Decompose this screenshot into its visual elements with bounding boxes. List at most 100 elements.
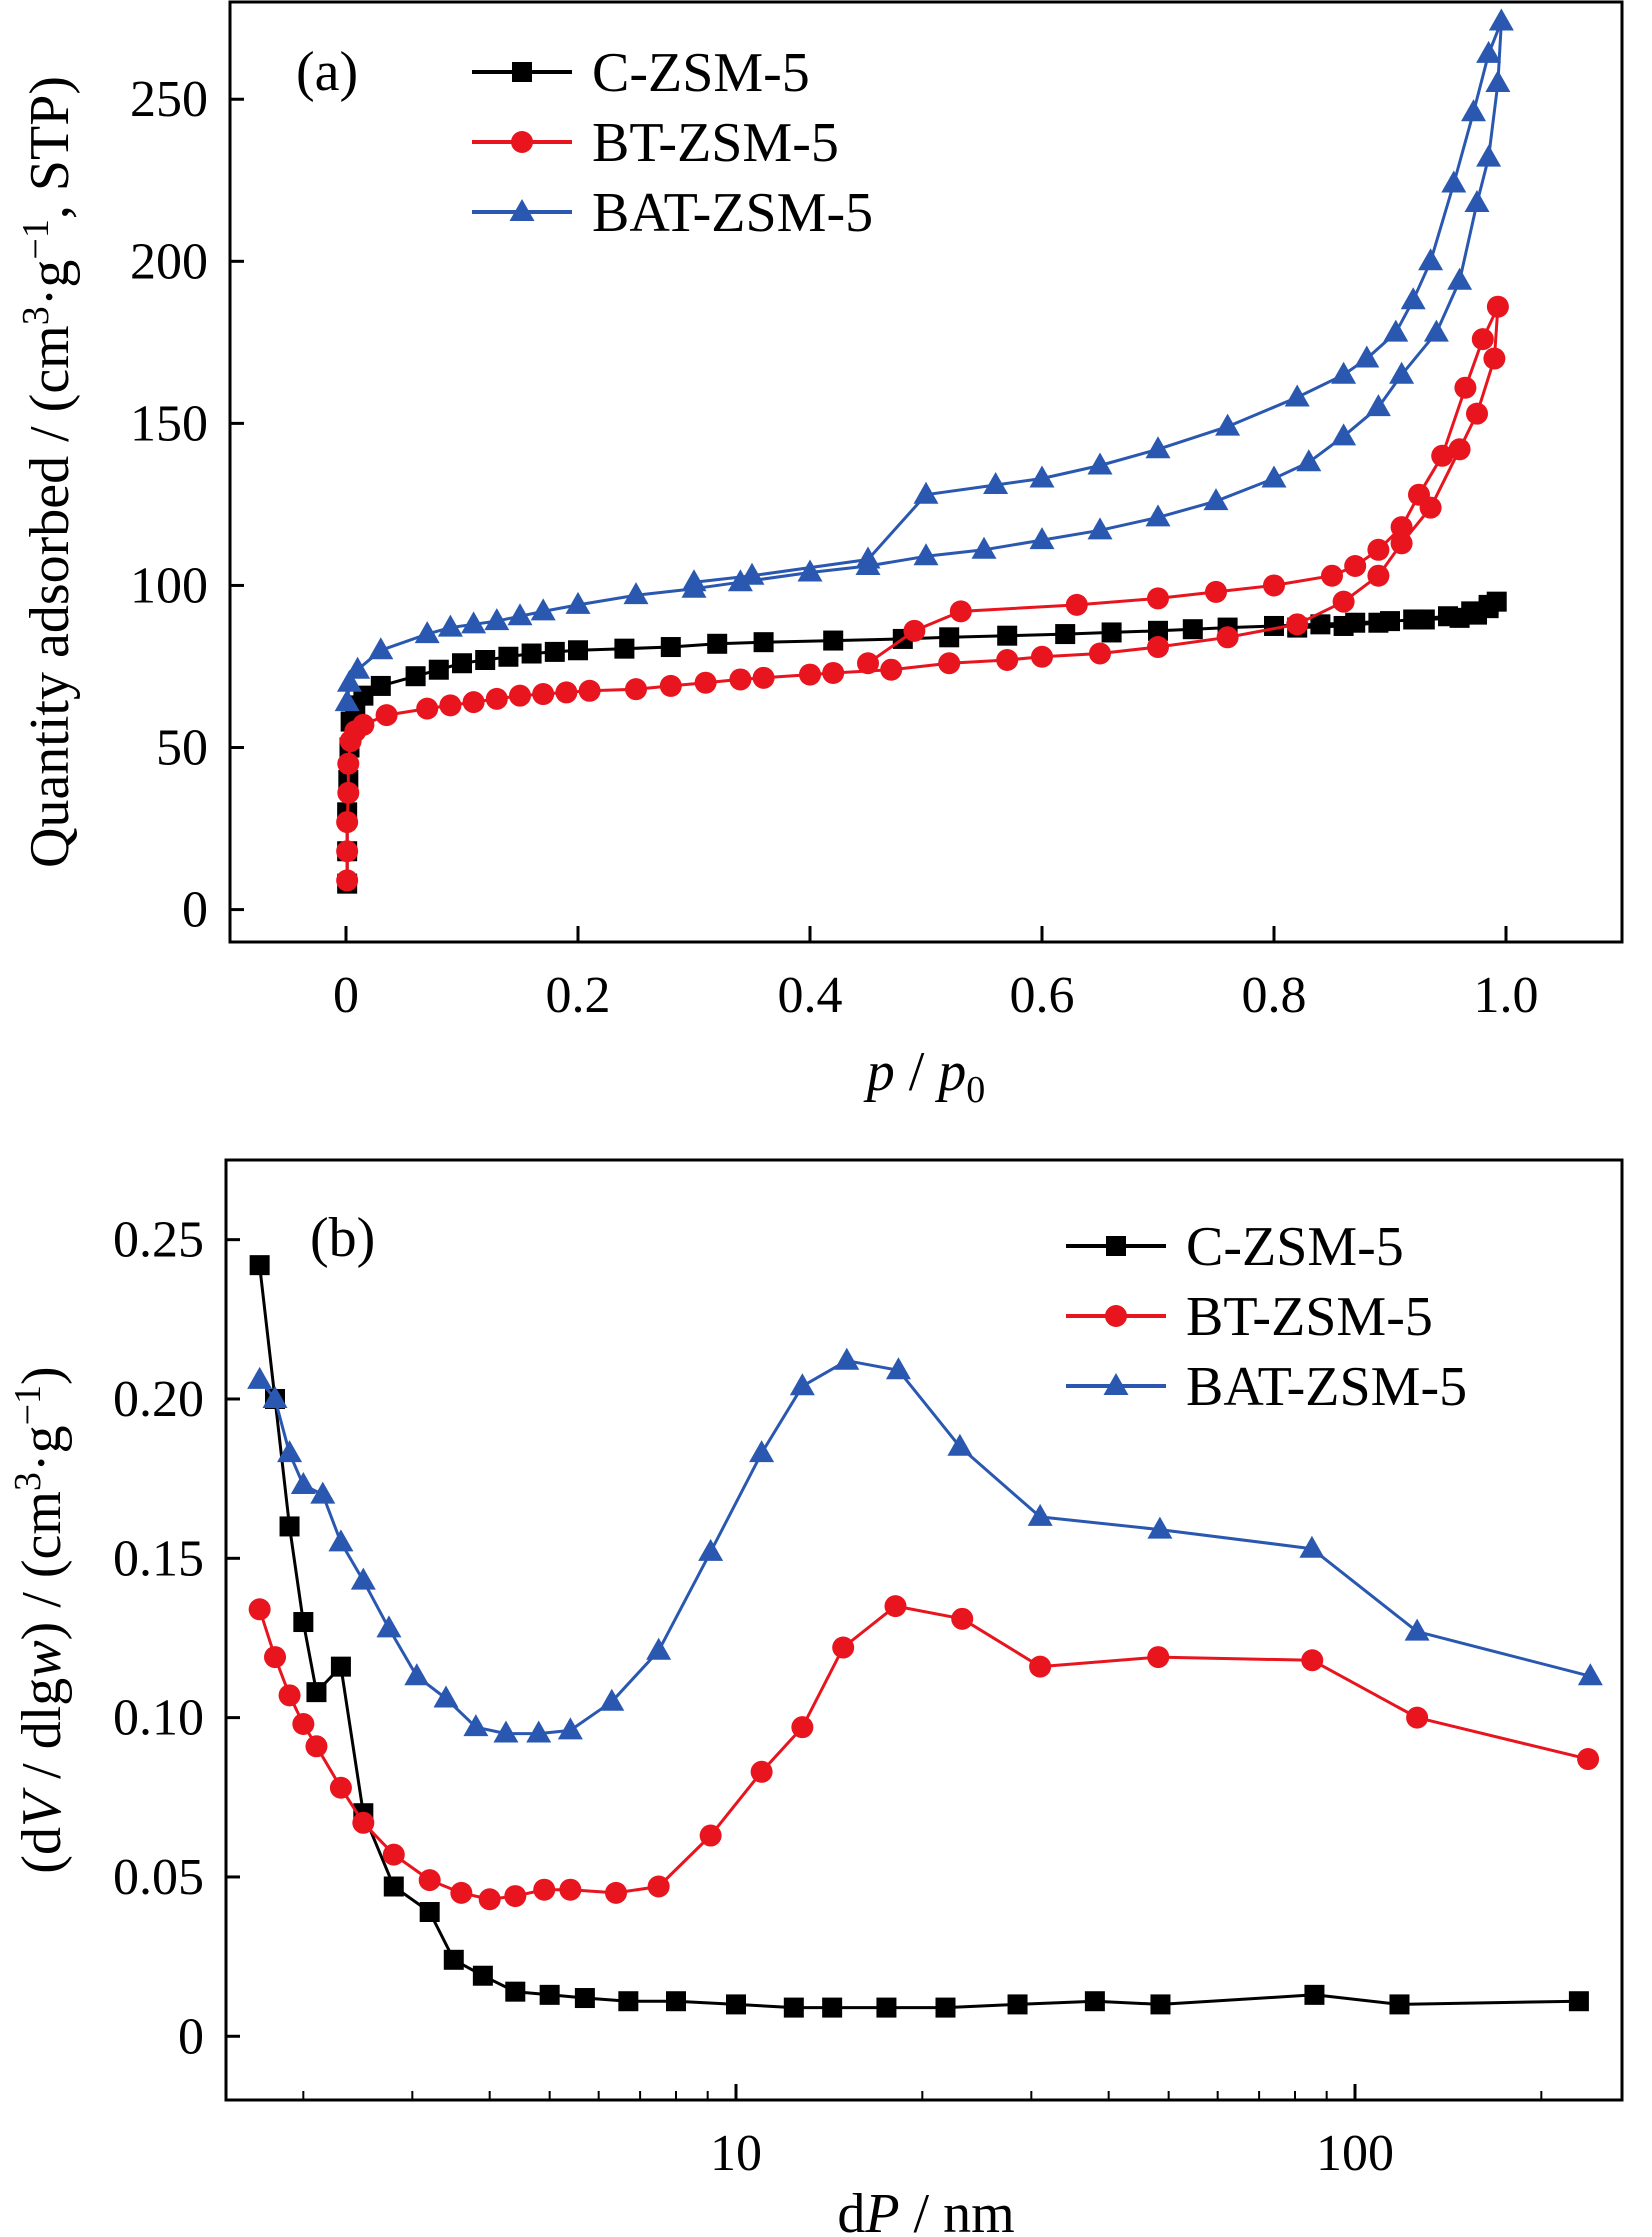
data-point-C-ZSM-5 [443, 1949, 464, 1970]
data-point-C-ZSM-5 [1310, 614, 1331, 635]
data-point-BT-ZSM-5 [382, 1843, 405, 1866]
data-point-C-ZSM-5 [618, 1991, 639, 2012]
series-line-C-ZSM-5 [345, 600, 1499, 884]
y-tick-label: 0.25 [113, 1212, 204, 1269]
series-line-BT-ZSM-5 [345, 305, 1500, 881]
panel-a-plot-frame [228, 0, 1624, 944]
series-line-BT-ZSM-5 [258, 1604, 1589, 1901]
data-point-BAT-ZSM-5 [433, 1685, 459, 1708]
legend-marker-BT-ZSM-5 [1105, 1305, 1127, 1327]
data-point-BT-ZSM-5 [1577, 1748, 1600, 1771]
data-point-BT-ZSM-5 [292, 1713, 315, 1735]
data-point-C-ZSM-5 [1150, 1994, 1171, 2015]
data-point-BT-ZSM-5 [1466, 402, 1488, 425]
data-point-C-ZSM-5 [876, 1997, 897, 2018]
data-point-C-ZSM-5 [498, 646, 519, 667]
data-point-BT-ZSM-5 [1390, 516, 1413, 539]
data-point-C-ZSM-5 [1084, 1991, 1105, 2012]
y-tick-label: 0 [182, 882, 208, 939]
data-point-BT-ZSM-5 [532, 683, 555, 706]
data-point-BT-ZSM-5 [278, 1684, 301, 1707]
data-point-BT-ZSM-5 [951, 1607, 974, 1630]
data-point-BAT-ZSM-5 [623, 582, 649, 605]
data-point-C-ZSM-5 [1403, 609, 1424, 630]
data-point-BT-ZSM-5 [1321, 564, 1343, 587]
data-point-BAT-ZSM-5 [507, 603, 533, 626]
data-point-BT-ZSM-5 [305, 1735, 328, 1758]
data-point-BT-ZSM-5 [750, 1760, 773, 1783]
data-point-BT-ZSM-5 [418, 1869, 441, 1892]
data-point-C-ZSM-5 [1101, 622, 1122, 643]
data-point-BAT-ZSM-5 [1404, 1618, 1430, 1641]
y-tick-label: 0.15 [113, 1530, 204, 1587]
legend-label: BAT-ZSM-5 [1186, 1356, 1467, 1418]
data-point-C-ZSM-5 [505, 1981, 526, 2002]
data-point-BAT-ZSM-5 [1145, 436, 1171, 459]
data-point-BT-ZSM-5 [1408, 483, 1430, 506]
data-point-BT-ZSM-5 [264, 1646, 287, 1669]
data-point-BAT-ZSM-5 [404, 1663, 430, 1686]
data-point-BT-ZSM-5 [1216, 626, 1239, 649]
data-point-BT-ZSM-5 [555, 681, 578, 704]
data-point-BAT-ZSM-5 [1029, 527, 1055, 550]
data-point-BT-ZSM-5 [880, 658, 903, 681]
data-point-BAT-ZSM-5 [530, 598, 556, 621]
data-point-BAT-ZSM-5 [983, 471, 1009, 494]
data-point-BAT-ZSM-5 [834, 1347, 860, 1370]
legend-label: BT-ZSM-5 [1186, 1286, 1433, 1348]
data-point-BAT-ZSM-5 [345, 656, 371, 679]
data-point-C-ZSM-5 [725, 1994, 746, 2015]
panel-a-chart: 0 50 100 150 200 250 0 0.2 0.4 0.6 0.8 1.0 (a) C-Z… [15, 0, 1624, 1111]
data-point-BT-ZSM-5 [832, 1636, 855, 1659]
data-point-BT-ZSM-5 [1454, 376, 1477, 399]
data-point-C-ZSM-5 [1333, 615, 1354, 636]
data-point-C-ZSM-5 [472, 1965, 493, 1986]
legend-label: C-ZSM-5 [592, 42, 810, 104]
data-point-C-ZSM-5 [370, 675, 391, 696]
data-point-BT-ZSM-5 [1089, 642, 1111, 665]
data-point-C-ZSM-5 [939, 627, 960, 648]
data-point-BT-ZSM-5 [478, 1888, 501, 1911]
legend-marker-C-ZSM-5 [512, 62, 532, 82]
data-point-C-ZSM-5 [249, 1255, 270, 1276]
data-point-BT-ZSM-5 [1065, 593, 1088, 616]
data-point-BAT-ZSM-5 [1577, 1663, 1603, 1686]
data-point-BAT-ZSM-5 [727, 569, 753, 592]
data-point-BT-ZSM-5 [1431, 444, 1454, 467]
data-point-BT-ZSM-5 [799, 663, 821, 686]
x-tick-label: 0 [333, 967, 359, 1024]
data-point-BAT-ZSM-5 [1261, 465, 1287, 488]
data-point-BAT-ZSM-5 [1029, 465, 1055, 488]
x-tick-label: 0.6 [1010, 967, 1075, 1024]
data-point-BAT-ZSM-5 [1441, 170, 1467, 193]
data-point-BAT-ZSM-5 [1299, 1535, 1325, 1558]
data-point-C-ZSM-5 [405, 666, 426, 687]
data-point-BT-ZSM-5 [1367, 564, 1390, 587]
data-point-BT-ZSM-5 [352, 713, 375, 736]
data-point-BAT-ZSM-5 [913, 543, 939, 566]
data-point-BAT-ZSM-5 [646, 1637, 672, 1660]
data-point-BT-ZSM-5 [752, 666, 775, 689]
data-point-BAT-ZSM-5 [461, 611, 487, 634]
data-point-C-ZSM-5 [1389, 1994, 1410, 2015]
data-point-BAT-ZSM-5 [1485, 70, 1511, 93]
data-point-C-ZSM-5 [544, 641, 565, 662]
data-point-BT-ZSM-5 [559, 1878, 582, 1901]
data-point-BAT-ZSM-5 [493, 1720, 519, 1743]
data-point-BAT-ZSM-5 [1087, 517, 1113, 540]
data-point-BT-ZSM-5 [996, 649, 1019, 671]
data-point-BT-ZSM-5 [1390, 532, 1413, 555]
data-point-C-ZSM-5 [660, 637, 681, 658]
data-point-C-ZSM-5 [428, 659, 449, 680]
data-point-BT-ZSM-5 [375, 704, 398, 727]
data-point-C-ZSM-5 [306, 1682, 327, 1703]
legend-marker-BAT-ZSM-5 [1103, 1373, 1129, 1395]
data-point-C-ZSM-5 [279, 1516, 300, 1537]
panel-b-legend: C-ZSM-5 BT-ZSM-5 BAT-ZSM-5 [1066, 1216, 1467, 1418]
data-point-BAT-ZSM-5 [1087, 452, 1113, 475]
data-point-BAT-ZSM-5 [1447, 267, 1473, 290]
data-point-BAT-ZSM-5 [1476, 40, 1502, 63]
y-tick-label: 0 [178, 2008, 204, 2065]
data-point-C-ZSM-5 [568, 640, 588, 661]
